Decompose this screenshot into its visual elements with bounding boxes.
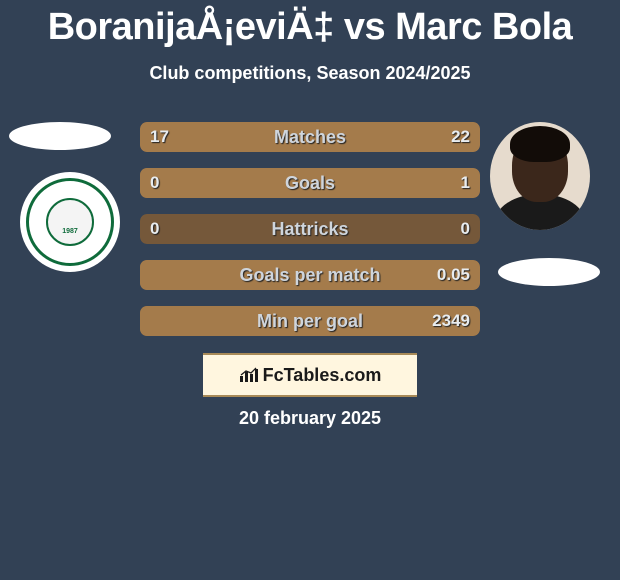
page-subtitle: Club competitions, Season 2024/2025 — [0, 63, 620, 84]
stat-value-left: 0 — [150, 214, 159, 244]
stat-value-right: 2349 — [432, 306, 470, 336]
stat-row: Hattricks0 0 — [140, 214, 480, 244]
stat-bars-container: Matches1722Goals01Hattricks00Goals per m… — [140, 122, 480, 352]
club-badge-year: 1987 — [20, 228, 120, 235]
stat-value-right: 1 — [461, 168, 470, 198]
player1-avatar-placeholder — [9, 122, 111, 150]
date-line: 20 february 2025 — [0, 408, 620, 429]
stat-value-right: 0 — [461, 214, 470, 244]
fctables-label: FcTables.com — [263, 365, 382, 386]
stat-value-left: 17 — [150, 122, 169, 152]
stat-value-left: 0 — [150, 168, 159, 198]
player1-club-badge: 1987 — [20, 172, 120, 272]
stat-label: Goals per match — [140, 260, 480, 290]
stat-label: Min per goal — [140, 306, 480, 336]
stat-row: Min per goal2349 — [140, 306, 480, 336]
player2-club-badge-placeholder — [498, 258, 600, 286]
stat-value-right: 22 — [451, 122, 470, 152]
stat-row: Goals per match0.05 — [140, 260, 480, 290]
stat-label: Matches — [140, 122, 480, 152]
bar-chart-icon — [239, 367, 259, 383]
stat-row: Goals0 1 — [140, 168, 480, 198]
player2-avatar — [490, 122, 590, 230]
stat-row: Matches17 22 — [140, 122, 480, 152]
stat-value-right: 0.05 — [437, 260, 470, 290]
page-title: BoranijaÅ¡eviÄ‡ vs Marc Bola — [0, 0, 620, 49]
fctables-badge: FcTables.com — [203, 353, 417, 397]
stat-label: Hattricks — [140, 214, 480, 244]
stat-label: Goals — [140, 168, 480, 198]
